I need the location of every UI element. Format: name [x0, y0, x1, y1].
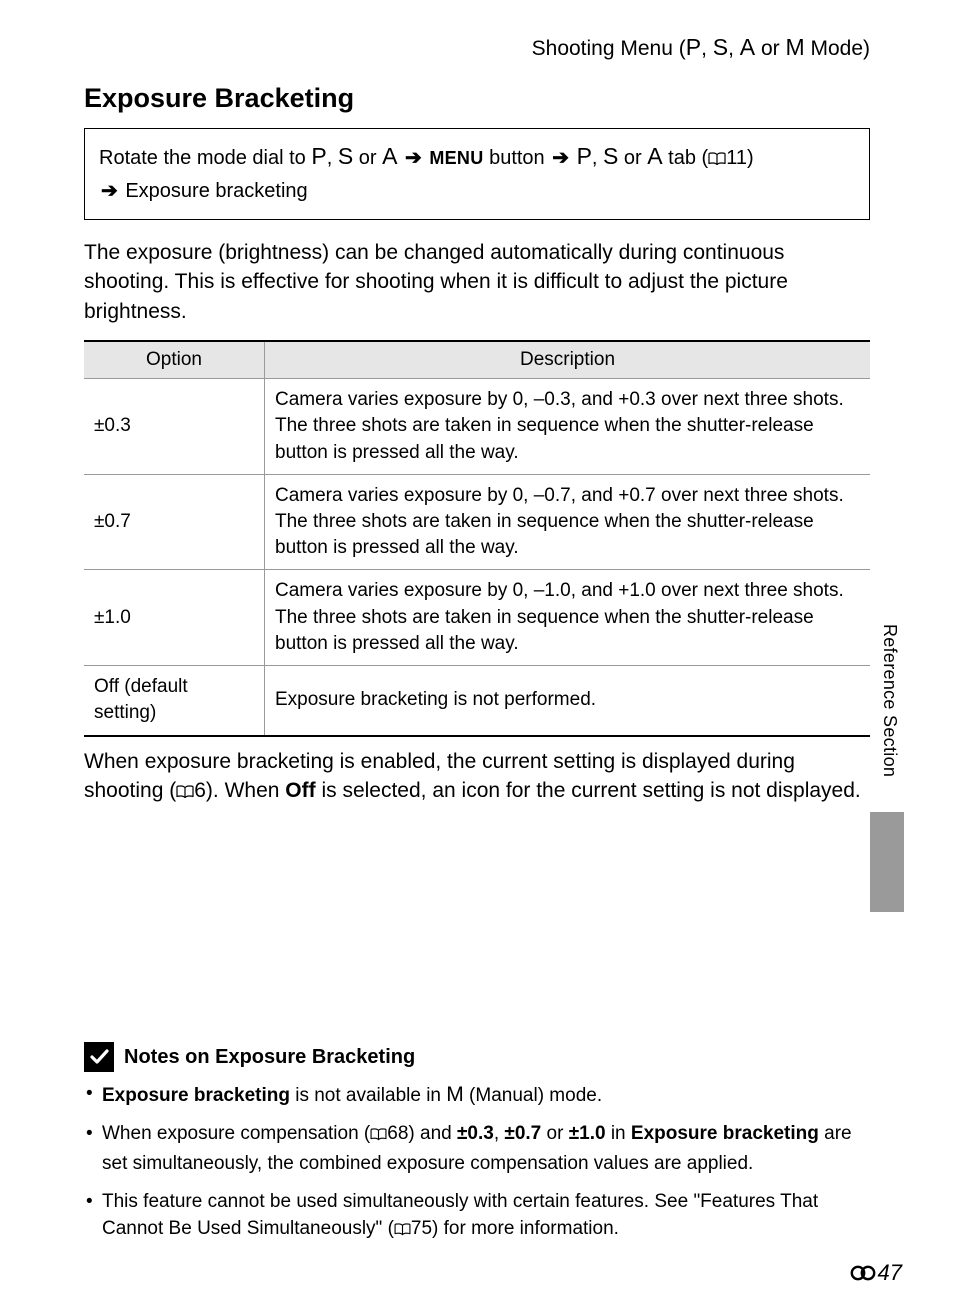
cell-desc: Camera varies exposure by 0, –0.3, and +…: [265, 379, 871, 475]
page-number: 47: [850, 1260, 902, 1286]
header-suffix: Mode): [805, 37, 870, 60]
book-icon: [370, 1122, 387, 1150]
side-tab: [870, 812, 904, 912]
notes-block: Notes on Exposure Bracketing Exposure br…: [84, 1042, 870, 1255]
nav-tab-word: tab (: [663, 147, 709, 169]
mode-m: M: [785, 34, 804, 60]
check-icon: [84, 1042, 114, 1072]
menu-label: MENU: [429, 148, 483, 168]
note3-ref: 75: [411, 1218, 432, 1239]
cell-option: ±0.7: [84, 474, 265, 570]
mode-p: P: [686, 34, 701, 60]
nav-mode-s2: S: [603, 143, 618, 169]
cell-desc: Exposure bracketing is not performed.: [265, 666, 871, 736]
side-section-label: Reference Section: [879, 624, 900, 777]
cell-option: Off (default setting): [84, 666, 265, 736]
note2-t1: When exposure compensation (: [102, 1123, 370, 1144]
section-title: Exposure Bracketing: [84, 83, 870, 114]
th-description: Description: [265, 341, 871, 379]
nav-ref1: 11: [726, 147, 747, 169]
note2-b4: Exposure bracketing: [631, 1123, 819, 1144]
after-p1c: is selected, an icon for the current set…: [316, 779, 861, 802]
note-item: Exposure bracketing is not available in …: [84, 1080, 870, 1110]
arrow-icon: ➔: [101, 176, 118, 207]
page-link-icon: [850, 1263, 876, 1283]
nav-mode-a2: A: [647, 143, 662, 169]
nav-mode-p2: P: [577, 143, 592, 169]
table-row: ±1.0 Camera varies exposure by 0, –1.0, …: [84, 570, 870, 666]
nav-mode-s: S: [338, 143, 353, 169]
page-number-value: 47: [878, 1260, 902, 1286]
mode-s: S: [713, 34, 728, 60]
note2-t4: or: [541, 1123, 568, 1144]
notes-title: Notes on Exposure Bracketing: [124, 1046, 415, 1069]
cell-desc: Camera varies exposure by 0, –1.0, and +…: [265, 570, 871, 666]
nav-mode-a: A: [382, 143, 397, 169]
note2-b1: ±0.3: [457, 1123, 494, 1144]
note1-b1: Exposure bracketing: [102, 1085, 290, 1106]
cell-option: ±1.0: [84, 570, 265, 666]
after-table-paragraph: When exposure bracketing is enabled, the…: [84, 747, 870, 808]
intro-paragraph: The exposure (brightness) can be changed…: [84, 238, 870, 326]
note1-mode: M: [446, 1083, 464, 1106]
note2-t5: in: [606, 1123, 631, 1144]
nav-mode-p: P: [311, 143, 326, 169]
after-p1b: ). When: [206, 779, 285, 802]
note2-t3: ,: [494, 1123, 505, 1144]
note2-ref: 68: [387, 1123, 408, 1144]
mode-a: A: [740, 34, 755, 60]
nav-button-word: button: [484, 147, 551, 169]
header-prefix: Shooting Menu (: [532, 37, 686, 60]
note1-t2: (Manual) mode.: [464, 1085, 602, 1106]
nav-close: ): [747, 147, 754, 169]
note1-t1: is not available in: [290, 1085, 446, 1106]
note2-t2: ) and: [408, 1123, 457, 1144]
table-row: Off (default setting) Exposure bracketin…: [84, 666, 870, 736]
book-icon: [394, 1217, 411, 1245]
note-item: When exposure compensation ( 68) and ±0.3…: [84, 1120, 870, 1177]
cell-option: ±0.3: [84, 379, 265, 475]
table-row: ±0.3 Camera varies exposure by 0, –0.3, …: [84, 379, 870, 475]
note3-t2: ) for more information.: [432, 1218, 619, 1239]
cell-desc: Camera varies exposure by 0, –0.7, and +…: [265, 474, 871, 570]
nav-rotate-text: Rotate the mode dial to: [99, 147, 311, 169]
nav-line2: Exposure bracketing: [120, 180, 308, 202]
arrow-icon: ➔: [552, 143, 569, 174]
table-row: ±0.7 Camera varies exposure by 0, –0.7, …: [84, 474, 870, 570]
options-table: Option Description ±0.3 Camera varies ex…: [84, 340, 870, 736]
book-icon: [708, 145, 726, 176]
note-item: This feature cannot be used simultaneous…: [84, 1188, 870, 1245]
book-icon: [176, 778, 194, 807]
note2-b3: ±1.0: [569, 1123, 606, 1144]
after-off: Off: [285, 779, 315, 802]
page-header: Shooting Menu (P, S, A or M Mode): [84, 34, 870, 61]
after-ref2: 6: [194, 779, 206, 802]
nav-path-box: Rotate the mode dial to P, S or A ➔ MENU…: [84, 128, 870, 220]
th-option: Option: [84, 341, 265, 379]
arrow-icon: ➔: [405, 143, 422, 174]
note2-b2: ±0.7: [504, 1123, 541, 1144]
